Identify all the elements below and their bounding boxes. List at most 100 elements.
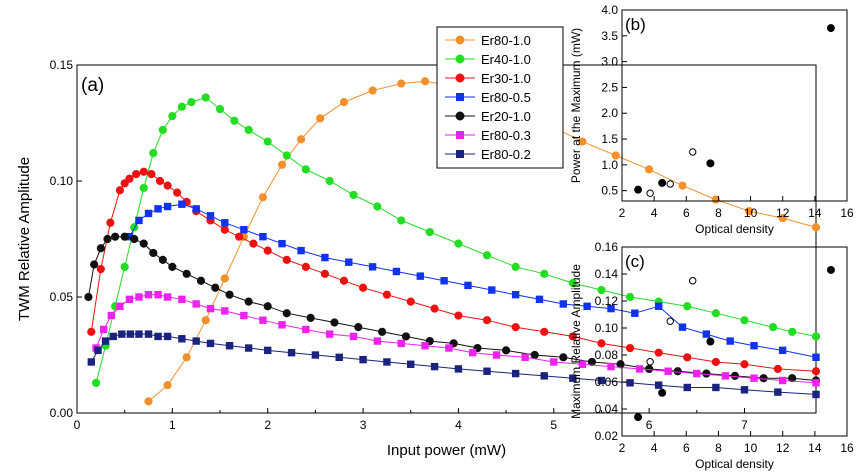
data-point [297, 246, 305, 255]
data-point [163, 202, 172, 211]
data-point [201, 316, 210, 325]
data-point [811, 367, 821, 376]
data-point [225, 290, 234, 299]
data-point [750, 342, 758, 350]
x-axis-label: Optical density [695, 457, 774, 471]
data-point [626, 379, 634, 387]
data-point [321, 253, 329, 262]
data-point [277, 160, 287, 169]
data-point [693, 369, 701, 378]
y-tick-label: 0.02 [595, 429, 619, 443]
data-point [126, 330, 135, 338]
data-point [559, 300, 568, 308]
data-point [488, 286, 496, 294]
data-point [339, 276, 349, 285]
data-point [91, 378, 101, 387]
data-point [135, 330, 143, 338]
data-point [597, 285, 606, 295]
x-tick-label: 4 [455, 418, 462, 432]
data-point [192, 337, 200, 345]
data-point [144, 290, 153, 299]
data-point [683, 353, 692, 362]
data-point [278, 321, 286, 329]
legend-label: Er80-1.0 [481, 33, 531, 48]
data-point [282, 309, 291, 318]
data-point [440, 277, 448, 285]
data-point [664, 367, 672, 375]
data-point [368, 263, 377, 271]
data-point [147, 169, 156, 179]
data-point [301, 262, 310, 271]
plot-frame [621, 9, 848, 202]
data-point [206, 339, 215, 348]
data-point [240, 311, 248, 320]
legend-label: Er80-0.2 [481, 147, 531, 162]
data-point [87, 358, 96, 366]
data-point [187, 98, 196, 107]
filled-data-point [634, 413, 643, 422]
x-tick-label: 6 [683, 206, 690, 220]
data-point [111, 232, 120, 241]
data-point [345, 258, 353, 266]
data-point [750, 374, 758, 382]
data-point [683, 383, 691, 392]
x-tick-label: 5 [550, 418, 557, 432]
open-data-point [666, 180, 674, 188]
series-line [148, 80, 817, 402]
data-point [163, 381, 172, 390]
series-line [87, 236, 817, 381]
data-point [301, 165, 310, 174]
x-tick-label: 4 [651, 206, 658, 220]
data-point [109, 332, 117, 341]
data-point [244, 125, 253, 135]
data-point [711, 309, 720, 318]
plot-frame [621, 246, 848, 437]
data-point [335, 353, 343, 362]
data-point [211, 283, 220, 292]
x-tick-label: 1 [169, 418, 176, 432]
data-point [118, 330, 126, 338]
data-point [454, 311, 463, 320]
data-point [464, 281, 472, 290]
data-point [282, 151, 291, 160]
y-tick-label: 0.15 [50, 58, 74, 72]
data-point [178, 200, 186, 208]
data-point [139, 167, 148, 176]
data-point [221, 307, 229, 315]
y-axis-label: Power at the Maximum (mW) [569, 28, 583, 183]
data-point [192, 300, 200, 308]
data-point [759, 374, 768, 383]
data-point [325, 176, 334, 186]
data-point [597, 376, 606, 385]
x-tick-label: 12 [776, 206, 790, 220]
data-point [120, 262, 129, 271]
data-point [87, 327, 96, 336]
data-point [678, 323, 687, 331]
data-point [264, 346, 272, 355]
y-tick-label: 0.5 [601, 184, 618, 198]
x-tick-label: 16 [840, 206, 854, 220]
data-point [540, 327, 549, 336]
data-point [107, 311, 116, 320]
data-point [96, 244, 105, 253]
y-tick-label: 1.5 [601, 132, 618, 146]
data-point [168, 111, 177, 121]
data-point [149, 248, 158, 258]
data-point [201, 93, 210, 102]
data-point [96, 265, 105, 274]
data-point [306, 313, 315, 322]
data-point [139, 183, 148, 193]
data-point [125, 295, 134, 304]
data-point [812, 353, 820, 362]
x-tick-label: 12 [776, 441, 790, 455]
data-point [673, 367, 682, 376]
y-tick-label: 1.0 [601, 158, 618, 172]
y-tick-label: 0.10 [595, 321, 619, 335]
open-data-point [646, 189, 654, 197]
data-point [778, 376, 787, 385]
legend-label: Er80-0.3 [481, 128, 531, 143]
data-point [240, 226, 248, 234]
legend-marker [455, 73, 465, 83]
data-point [511, 323, 520, 332]
